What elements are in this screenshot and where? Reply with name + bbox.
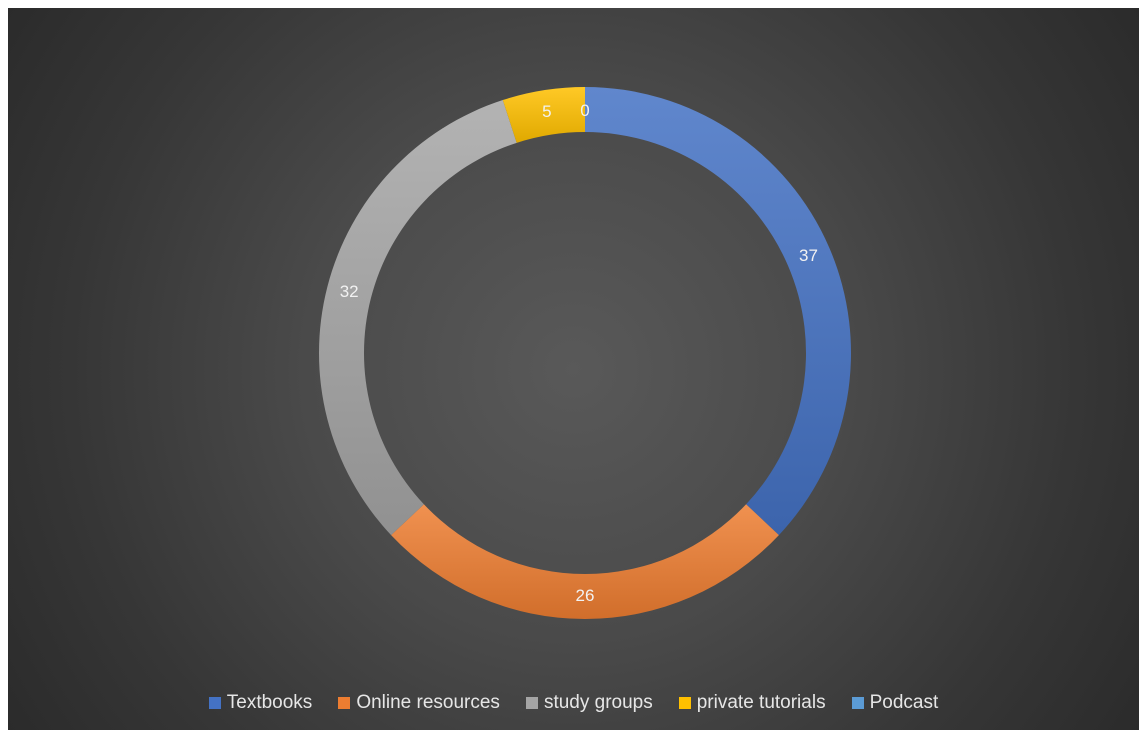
legend-entry-online-resources: Online resources xyxy=(338,692,500,714)
legend-swatch-online-resources xyxy=(338,697,351,709)
legend-swatch-podcast xyxy=(851,697,864,709)
legend-entry-private-tutorials: private tutorials xyxy=(678,692,826,714)
donut-chart: 37 26 32 5 0 xyxy=(318,87,851,619)
legend-entry-podcast: Podcast xyxy=(851,692,939,714)
legend-label-private-tutorials: private tutorials xyxy=(696,692,826,713)
data-label-podcast: 0 xyxy=(580,101,589,120)
legend-label-study-groups: study groups xyxy=(543,692,653,713)
data-label-textbooks: 37 xyxy=(799,246,818,265)
slice-private-tutorials xyxy=(502,87,585,143)
slice-online-resources xyxy=(391,504,779,619)
slice-textbooks xyxy=(585,87,851,536)
legend-swatch-study-groups xyxy=(525,697,538,709)
data-label-online-resources: 26 xyxy=(576,586,595,605)
legend-entry-study-groups: study groups xyxy=(525,692,653,714)
data-label-private-tutorials: 5 xyxy=(542,102,551,121)
slice-study-groups xyxy=(318,100,517,536)
data-label-group: 37 26 32 5 0 xyxy=(340,101,818,605)
legend-entry-textbooks: Textbooks xyxy=(208,692,313,714)
chart-area: 37 26 32 5 0 Textbooks Online resources stud… xyxy=(8,8,1139,730)
legend-label-podcast: Podcast xyxy=(869,692,939,713)
legend-label-online-resources: Online resources xyxy=(356,692,500,713)
data-label-study-groups: 32 xyxy=(340,282,359,301)
legend-swatch-textbooks xyxy=(208,697,221,709)
slice-group xyxy=(318,87,851,619)
legend: Textbooks Online resources study groups … xyxy=(8,692,1139,714)
legend-label-textbooks: Textbooks xyxy=(226,692,313,713)
legend-swatch-private-tutorials xyxy=(678,697,691,709)
